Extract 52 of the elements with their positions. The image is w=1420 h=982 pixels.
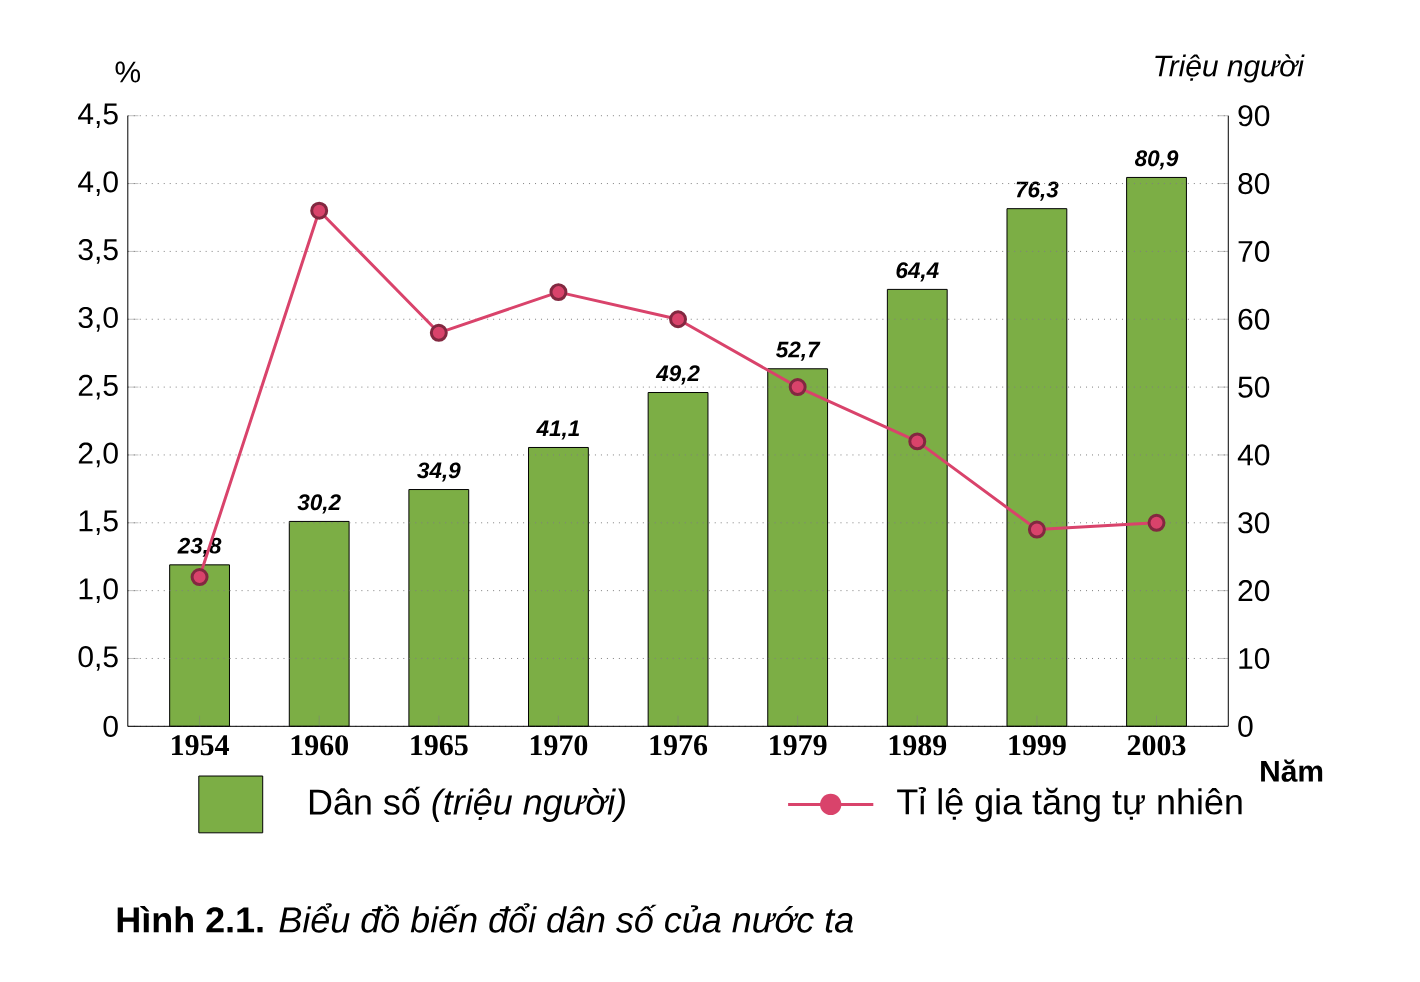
point (190, 568, 209, 587)
x-tick-label: 1999 (1009, 735, 1066, 756)
point (1147, 513, 1166, 532)
x-tick-label: 1979 (770, 735, 827, 756)
point (1027, 520, 1046, 539)
y-tick-label: 3,0 (78, 306, 118, 332)
x-tick-label: 1965 (411, 735, 468, 756)
y2-tick-label: 50 (1238, 376, 1270, 398)
y-tick-label: 3,5 (78, 239, 118, 264)
point (908, 432, 927, 451)
y-tick-label: 2,0 (78, 442, 118, 468)
x-tick-label: 1976 (650, 735, 708, 756)
point (549, 283, 568, 302)
y-tick-label: 4,0 (78, 171, 118, 196)
data-label: 80,9 (1134, 150, 1179, 170)
x-tick-label: 1954 (172, 735, 229, 756)
data-label: 49,2 (655, 365, 700, 385)
data-label: 34,9 (417, 462, 461, 482)
y2-tick-label: 40 (1237, 444, 1270, 466)
x-tick-label: 2003 (1127, 735, 1186, 756)
y2-tick-label: 30 (1238, 512, 1270, 534)
text: Hình 2.1. Biểu đồ biến đổi dân số của nước ta (117, 903, 853, 933)
y-tick-label: 2,5 (78, 374, 118, 400)
point (429, 323, 448, 342)
x-axis-title: Năm (1261, 759, 1323, 782)
legend-label: Dân số (triệu người) (309, 786, 625, 823)
x-tick-label: 1970 (530, 735, 588, 756)
y-tick-label: 0,5 (78, 646, 118, 671)
y2-axis-title: Triệu người (1155, 54, 1305, 83)
data-label: 41,1 (536, 420, 580, 440)
point (669, 310, 688, 329)
y2-tick-label: 0 (1238, 715, 1253, 737)
point (310, 201, 329, 220)
y-tick-label: 0 (103, 715, 118, 737)
y-tick-label: 1,0 (79, 578, 118, 604)
point (788, 378, 807, 397)
x-tick-label: 1960 (291, 735, 348, 756)
legend-label: Tỉ lệ gia tăng tự nhiên (897, 787, 1242, 822)
data-label: 30,2 (297, 494, 341, 514)
y-axis-title: % (115, 61, 141, 83)
y2-tick-label: 20 (1238, 580, 1270, 602)
y2-tick-label: 60 (1238, 308, 1270, 330)
y2-tick-label: 10 (1239, 647, 1270, 670)
data-label: 52,7 (776, 341, 821, 361)
data-label: 64,4 (896, 262, 939, 282)
y2-tick-label: 70 (1238, 240, 1270, 263)
y-tick-label: 1,5 (79, 510, 118, 536)
x-tick-label: 1989 (889, 735, 947, 756)
y2-tick-label: 80 (1238, 173, 1270, 195)
data-label: 76,3 (1016, 181, 1059, 201)
y2-tick-label: 90 (1238, 105, 1270, 127)
y-tick-label: 4,5 (78, 103, 118, 128)
